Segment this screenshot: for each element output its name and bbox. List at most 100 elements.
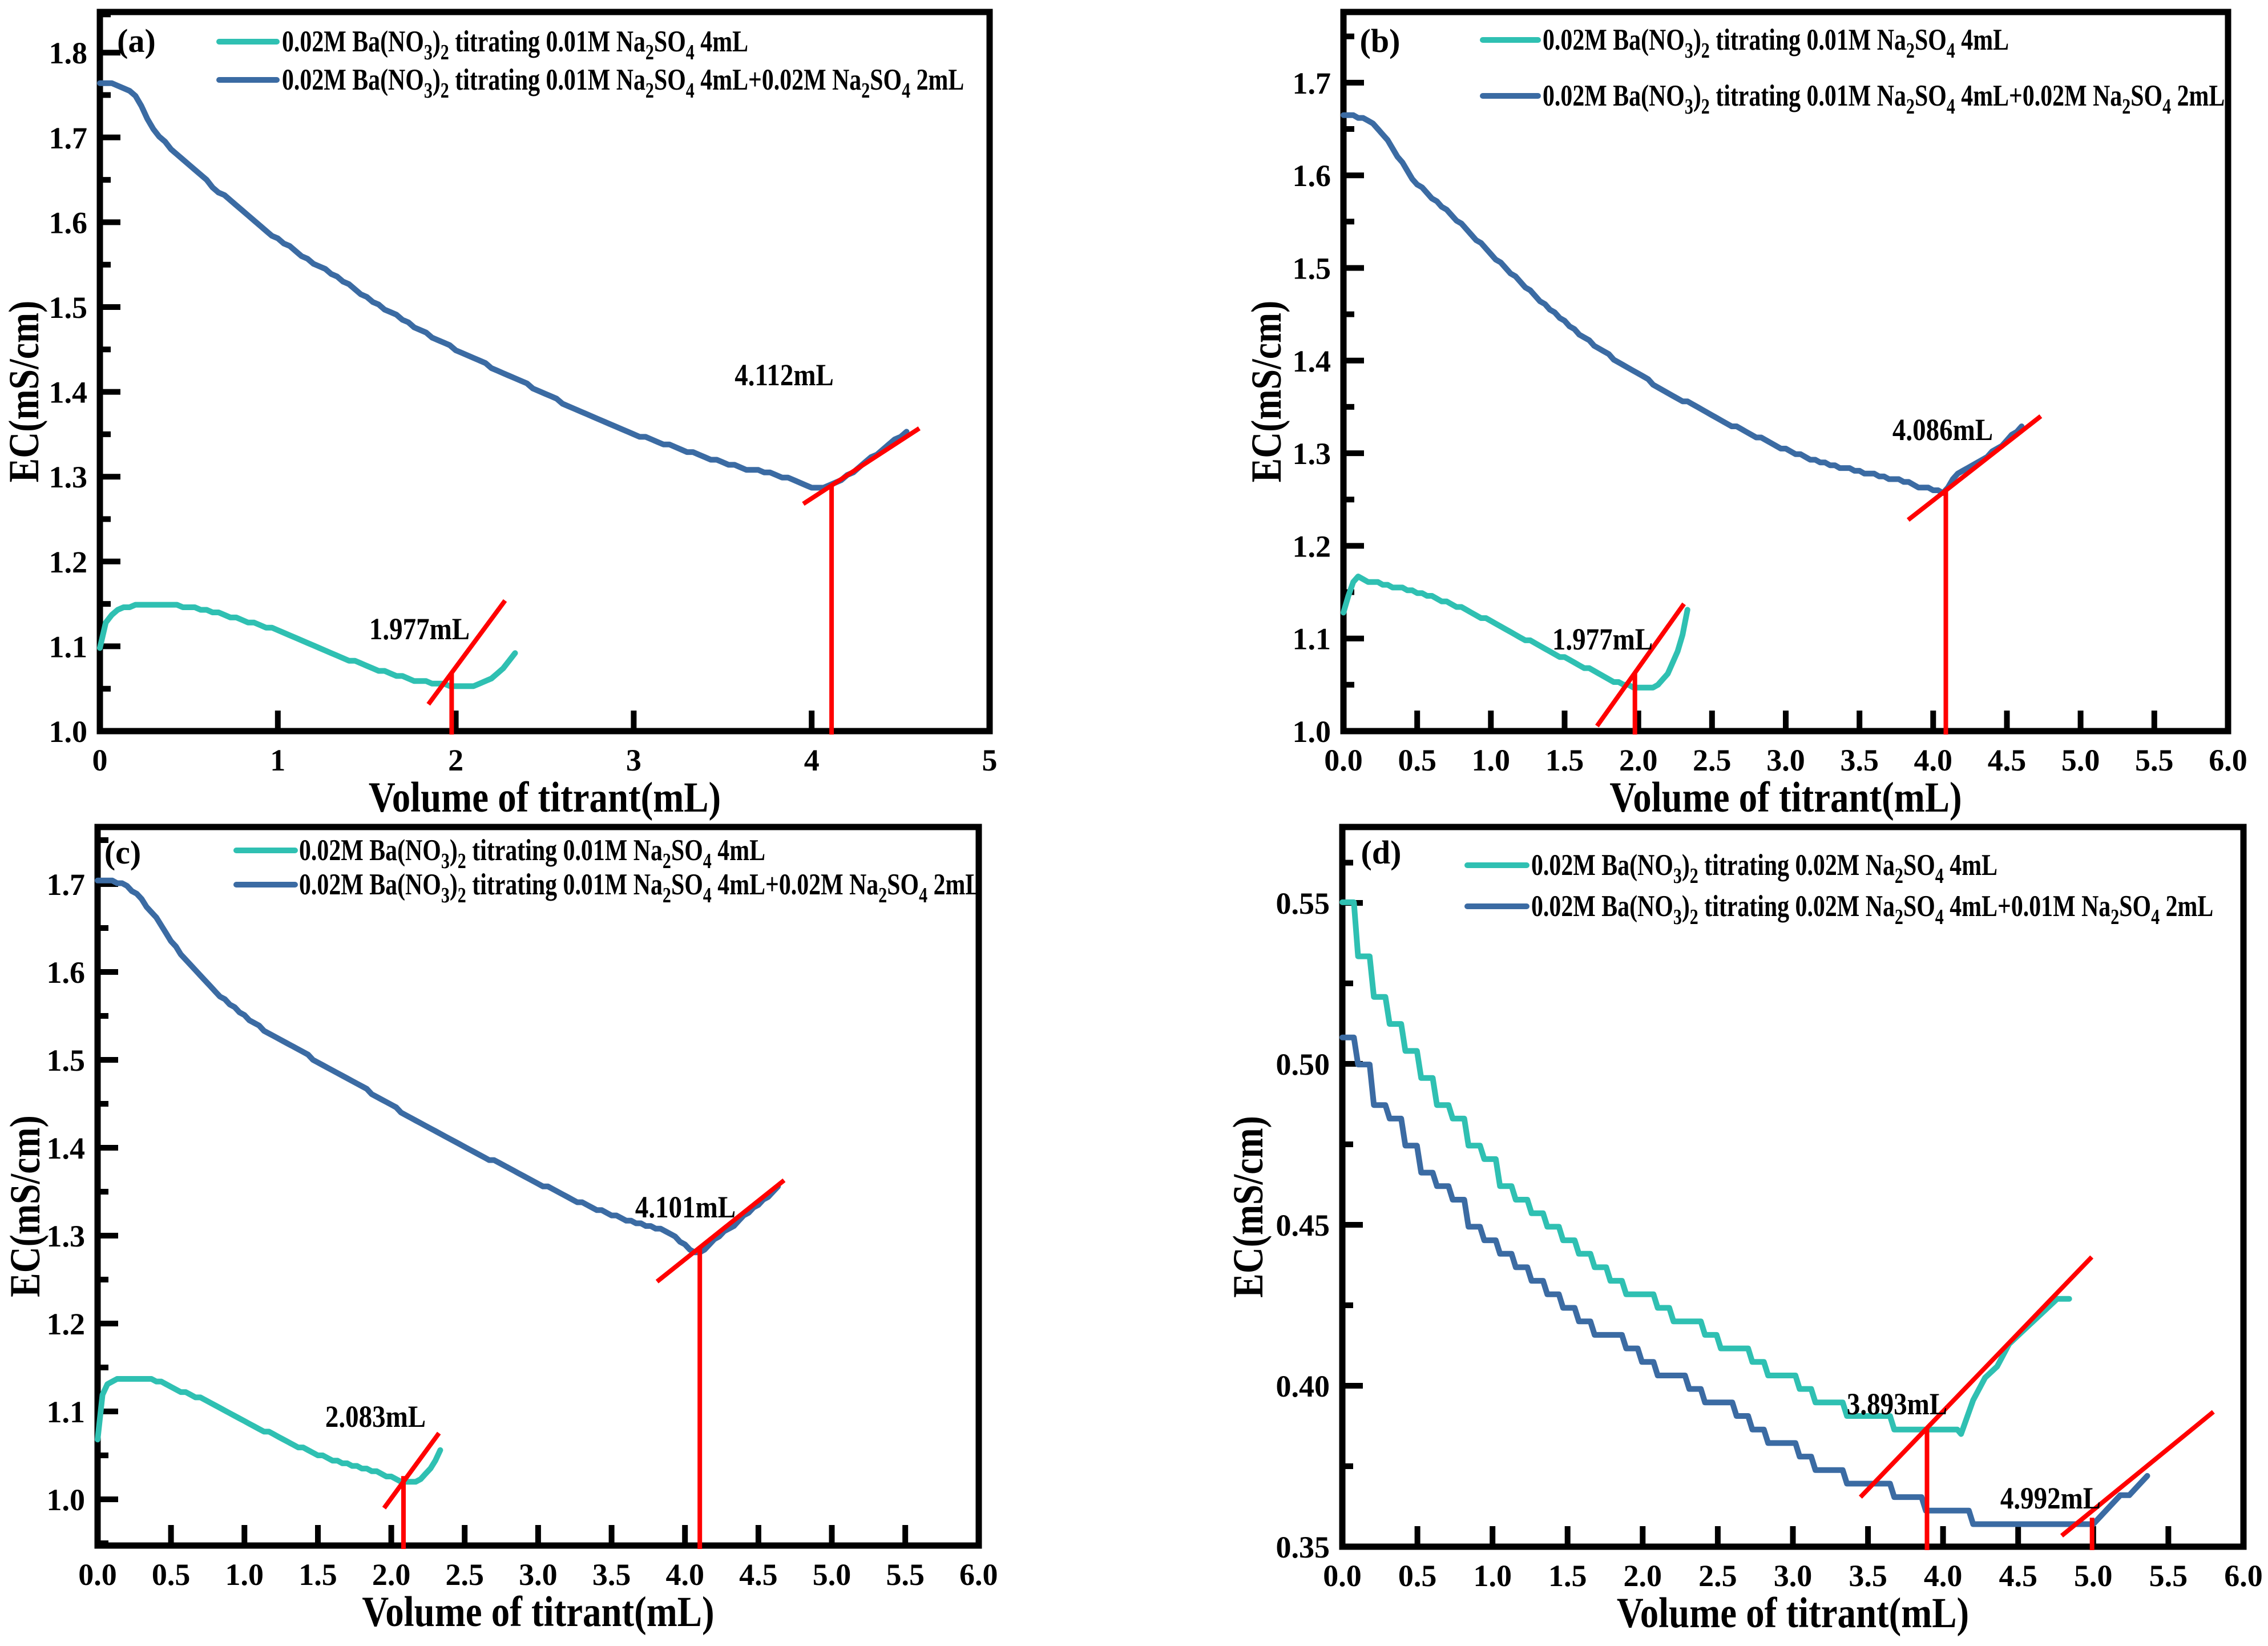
svg-text:1.5: 1.5 — [1293, 252, 1331, 286]
svg-text:0.02M Ba(NO3​)2​ titrating 0.: 0.02M Ba(NO3​)2​ titrating 0.02M Na2​SO4… — [1531, 889, 2213, 929]
svg-text:6.0: 6.0 — [2224, 1559, 2263, 1593]
svg-text:4.5: 4.5 — [1999, 1559, 2037, 1593]
svg-text:4.5: 4.5 — [739, 1558, 778, 1592]
svg-text:1.1: 1.1 — [47, 1395, 86, 1429]
svg-text:3.0: 3.0 — [519, 1558, 558, 1592]
svg-text:(c): (c) — [104, 834, 141, 871]
svg-text:1.0: 1.0 — [1473, 1559, 1512, 1593]
svg-text:4.5: 4.5 — [1988, 743, 2027, 777]
svg-text:1.5: 1.5 — [298, 1558, 337, 1592]
svg-text:3.893mL: 3.893mL — [1847, 1387, 1947, 1421]
svg-text:1.4: 1.4 — [49, 376, 88, 410]
svg-text:1: 1 — [270, 743, 285, 777]
svg-text:2.0: 2.0 — [1624, 1559, 1662, 1593]
svg-text:1.1: 1.1 — [49, 630, 88, 664]
svg-text:6.0: 6.0 — [2209, 743, 2247, 777]
svg-text:0.5: 0.5 — [1398, 743, 1436, 777]
svg-text:4.992mL: 4.992mL — [2000, 1481, 2101, 1515]
svg-text:1.7: 1.7 — [49, 121, 88, 155]
svg-text:1.0: 1.0 — [1472, 743, 1511, 777]
svg-text:Volume of titrant(mL): Volume of titrant(mL) — [1617, 1590, 1969, 1637]
svg-text:5.5: 5.5 — [2135, 743, 2174, 777]
svg-text:0.0: 0.0 — [78, 1558, 117, 1592]
svg-text:1.7: 1.7 — [47, 868, 86, 902]
svg-text:1.6: 1.6 — [1293, 159, 1331, 193]
svg-text:1.3: 1.3 — [1293, 437, 1331, 471]
svg-text:0.40: 0.40 — [1276, 1369, 1330, 1403]
svg-text:5.0: 5.0 — [813, 1558, 851, 1592]
svg-text:0.35: 0.35 — [1276, 1530, 1330, 1564]
svg-text:5.0: 5.0 — [2061, 743, 2100, 777]
svg-text:EC(mS/cm): EC(mS/cm) — [1225, 1116, 1273, 1298]
svg-text:1.0: 1.0 — [225, 1558, 264, 1592]
svg-text:2: 2 — [448, 743, 463, 777]
svg-text:3.0: 3.0 — [1766, 743, 1805, 777]
svg-text:0: 0 — [92, 743, 108, 777]
svg-text:EC(mS/cm): EC(mS/cm) — [1, 301, 49, 483]
svg-text:1.0: 1.0 — [1293, 715, 1331, 749]
svg-text:0.02M Ba(NO3​)2​ titrating 0.: 0.02M Ba(NO3​)2​ titrating 0.01M Na2​SO4… — [1543, 79, 2225, 118]
svg-text:1.8: 1.8 — [49, 36, 88, 70]
svg-text:3.0: 3.0 — [1774, 1559, 1813, 1593]
svg-text:0.50: 0.50 — [1276, 1047, 1330, 1082]
svg-text:3.5: 3.5 — [1849, 1559, 1887, 1593]
svg-text:1.0: 1.0 — [49, 715, 88, 749]
svg-text:1.977mL: 1.977mL — [369, 612, 470, 646]
svg-text:(a): (a) — [117, 22, 156, 59]
svg-text:3.5: 3.5 — [592, 1558, 631, 1592]
svg-text:EC(mS/cm): EC(mS/cm) — [1244, 301, 1291, 483]
svg-text:2.083mL: 2.083mL — [325, 1399, 426, 1434]
svg-text:5.0: 5.0 — [2074, 1559, 2113, 1593]
svg-text:0.45: 0.45 — [1276, 1208, 1330, 1242]
svg-text:EC(mS/cm): EC(mS/cm) — [2, 1115, 50, 1297]
svg-text:1.5: 1.5 — [47, 1043, 86, 1078]
svg-text:0.55: 0.55 — [1276, 886, 1330, 921]
svg-text:3: 3 — [626, 743, 641, 777]
svg-text:Volume of titrant(mL): Volume of titrant(mL) — [369, 774, 721, 821]
svg-text:(b): (b) — [1360, 22, 1401, 59]
svg-text:0.02M Ba(NO3​)2​ titrating 0.: 0.02M Ba(NO3​)2​ titrating 0.02M Na2​SO4… — [1531, 848, 1997, 887]
svg-text:4.0: 4.0 — [1924, 1559, 1963, 1593]
svg-text:4.101mL: 4.101mL — [635, 1190, 736, 1224]
svg-text:1.5: 1.5 — [1545, 743, 1584, 777]
svg-text:1.6: 1.6 — [49, 205, 88, 240]
svg-text:0.02M Ba(NO3​)2​ titrating 0.: 0.02M Ba(NO3​)2​ titrating 0.01M Na2​SO4… — [282, 25, 748, 64]
svg-text:2.5: 2.5 — [1698, 1559, 1737, 1593]
svg-text:4.0: 4.0 — [665, 1558, 704, 1592]
svg-text:0.02M Ba(NO3​)2​ titrating 0.: 0.02M Ba(NO3​)2​ titrating 0.01M Na2​SO4… — [282, 63, 964, 102]
svg-text:2.5: 2.5 — [445, 1558, 484, 1592]
svg-text:2.0: 2.0 — [372, 1558, 411, 1592]
svg-text:1.3: 1.3 — [47, 1219, 86, 1253]
svg-text:2.5: 2.5 — [1693, 743, 1732, 777]
svg-text:1.4: 1.4 — [47, 1131, 86, 1165]
svg-text:0.02M Ba(NO3​)2​ titrating 0.: 0.02M Ba(NO3​)2​ titrating 0.01M Na2​SO4… — [299, 833, 765, 873]
svg-text:1.5: 1.5 — [49, 291, 88, 325]
svg-text:Volume of titrant(mL): Volume of titrant(mL) — [1609, 774, 1962, 821]
svg-text:0.02M Ba(NO3​)2​ titrating 0.: 0.02M Ba(NO3​)2​ titrating 0.01M Na2​SO4… — [1543, 23, 2009, 62]
svg-text:1.2: 1.2 — [47, 1307, 86, 1341]
svg-text:Volume of titrant(mL): Volume of titrant(mL) — [362, 1589, 714, 1636]
svg-text:5: 5 — [982, 743, 998, 777]
svg-text:4.0: 4.0 — [1914, 743, 1953, 777]
svg-text:4.112mL: 4.112mL — [735, 358, 834, 392]
svg-text:5.5: 5.5 — [886, 1558, 925, 1592]
svg-text:0.0: 0.0 — [1323, 1559, 1362, 1593]
svg-text:4: 4 — [804, 743, 820, 777]
svg-text:0.5: 0.5 — [1398, 1559, 1437, 1593]
svg-text:0.5: 0.5 — [152, 1558, 191, 1592]
svg-text:5.5: 5.5 — [2149, 1559, 2188, 1593]
svg-text:1.5: 1.5 — [1548, 1559, 1587, 1593]
svg-text:1.0: 1.0 — [47, 1483, 86, 1517]
svg-text:1.2: 1.2 — [1293, 529, 1331, 563]
svg-text:0.0: 0.0 — [1324, 743, 1363, 777]
svg-text:3.5: 3.5 — [1840, 743, 1879, 777]
svg-text:(d): (d) — [1361, 834, 1402, 871]
svg-text:1.7: 1.7 — [1293, 66, 1331, 100]
svg-text:6.0: 6.0 — [959, 1558, 998, 1592]
svg-text:2.0: 2.0 — [1619, 743, 1658, 777]
svg-text:4.086mL: 4.086mL — [1892, 413, 1993, 447]
svg-text:1.1: 1.1 — [1293, 622, 1331, 656]
svg-text:0.02M Ba(NO3​)2​ titrating 0.: 0.02M Ba(NO3​)2​ titrating 0.01M Na2​SO4… — [299, 868, 981, 907]
svg-text:1.977mL: 1.977mL — [1552, 622, 1653, 656]
svg-text:1.2: 1.2 — [49, 545, 88, 579]
